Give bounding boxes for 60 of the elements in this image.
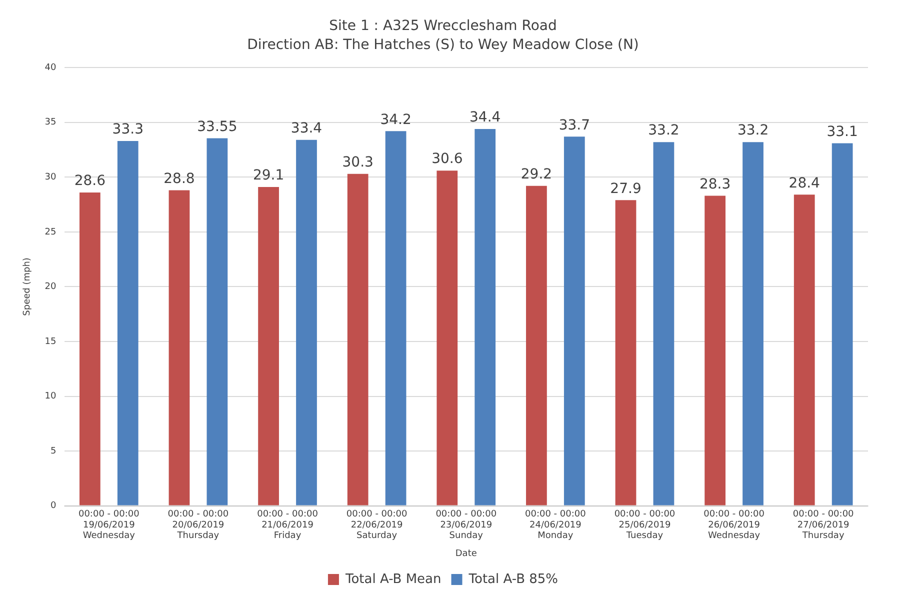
legend-label: Total A-B Mean <box>344 572 442 587</box>
bar <box>296 140 317 506</box>
chart-title: Site 1 : A325 Wrecclesham Road <box>329 18 557 34</box>
y-tick-label: 10 <box>44 392 57 402</box>
data-label: 33.2 <box>737 122 769 139</box>
data-label: 33.7 <box>558 117 590 134</box>
x-tick-label: 00:00 - 00:00 19/06/2019 Wednesday <box>78 510 140 542</box>
bar <box>117 141 138 506</box>
data-label: 33.55 <box>197 118 238 135</box>
data-label: 34.2 <box>380 112 412 128</box>
bar <box>742 142 764 506</box>
data-label: 33.3 <box>112 122 144 138</box>
x-tick-label: 00:00 - 00:00 20/06/2019 Thursday <box>168 510 229 542</box>
bar <box>168 190 190 506</box>
y-tick-label: 30 <box>44 172 57 182</box>
bar <box>258 187 279 506</box>
bar <box>794 194 815 506</box>
data-label: 30.3 <box>342 154 374 171</box>
bar <box>832 143 853 506</box>
bar <box>615 200 636 506</box>
x-tick-label: 00:00 - 00:00 23/06/2019 Sunday <box>436 510 497 542</box>
bar <box>385 131 406 506</box>
data-label: 29.1 <box>252 168 284 184</box>
x-axis-title: Date <box>455 548 478 559</box>
data-label: 27.9 <box>610 180 642 197</box>
bar <box>436 170 458 506</box>
x-tick-label: 00:00 - 00:00 24/06/2019 Monday <box>525 510 586 542</box>
data-label: 33.2 <box>648 122 680 139</box>
y-tick-label: 5 <box>50 446 56 456</box>
x-tick-label: 00:00 - 00:00 27/06/2019 Thursday <box>792 510 854 542</box>
bar <box>474 128 496 506</box>
y-tick-label: 40 <box>44 62 57 73</box>
y-tick-label: 0 <box>50 501 57 512</box>
bar <box>526 186 547 506</box>
y-tick-label: 15 <box>44 336 56 347</box>
bar <box>653 142 674 506</box>
data-label: 30.6 <box>432 151 463 168</box>
data-label: 28.4 <box>788 175 820 192</box>
x-tick-label: 00:00 - 00:00 26/06/2019 Wednesday <box>704 510 765 542</box>
legend-label: Total A-B 85% <box>468 572 558 587</box>
y-axis-title: Speed (mph) <box>22 258 33 316</box>
data-label: 33.1 <box>826 124 858 140</box>
data-label: 34.4 <box>470 110 501 126</box>
bar <box>704 196 726 506</box>
bar <box>206 138 228 506</box>
bar <box>347 174 368 506</box>
y-tick-label: 25 <box>44 227 56 238</box>
bar <box>564 136 585 506</box>
data-label: 28.8 <box>164 170 195 187</box>
data-label: 33.4 <box>290 120 322 137</box>
data-label: 28.6 <box>74 173 106 190</box>
bar <box>79 192 100 506</box>
x-tick-label: 00:00 - 00:00 21/06/2019 Friday <box>257 510 318 542</box>
data-label: 29.2 <box>520 166 552 183</box>
chart-subtitle: Direction AB: The Hatches (S) to Wey Meadow Close (N) <box>247 36 639 53</box>
x-tick-label: 00:00 - 00:00 25/06/2019 Tuesday <box>614 510 676 542</box>
y-tick-label: 20 <box>44 282 57 292</box>
y-tick-label: 35 <box>44 118 56 128</box>
x-tick-label: 00:00 - 00:00 22/06/2019 Saturday <box>346 510 408 542</box>
data-label: 28.3 <box>699 176 731 192</box>
